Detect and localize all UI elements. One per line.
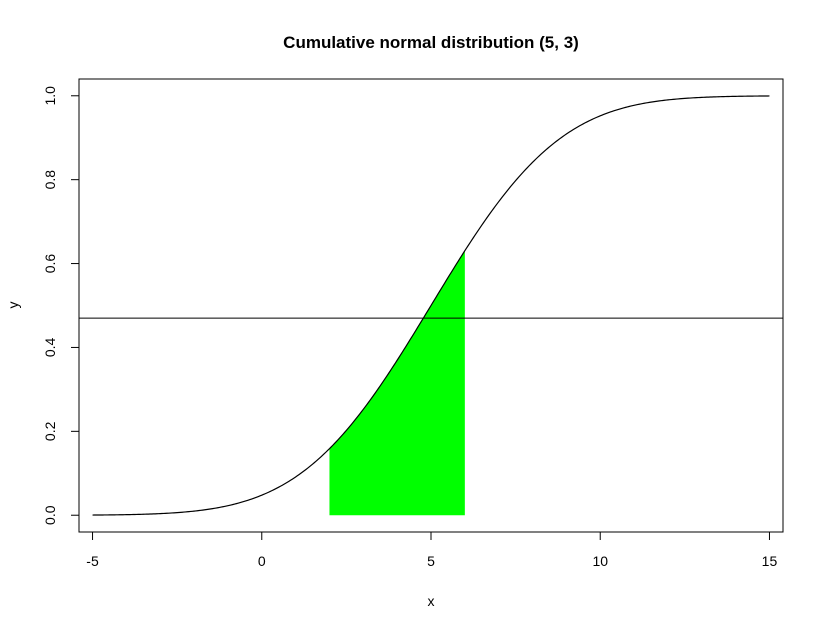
shaded-area-layer — [329, 250, 465, 516]
x-axis-label: x — [428, 593, 435, 609]
shaded-area — [329, 250, 465, 516]
y-tick-label: 0.2 — [42, 421, 58, 441]
x-tick-label: 15 — [762, 553, 778, 569]
y-tick-label: 0.6 — [42, 254, 58, 274]
y-tick-label: 0.0 — [42, 505, 58, 525]
y-axis: 0.0 0.2 0.4 0.6 0.8 1.0 — [42, 86, 80, 525]
chart-title: Cumulative normal distribution (5, 3) — [283, 33, 579, 52]
y-axis-label: y — [5, 302, 21, 309]
x-tick-label: -5 — [86, 553, 99, 569]
x-tick-label: 5 — [427, 553, 435, 569]
series-line-0 — [92, 95, 770, 516]
x-tick-label: 0 — [258, 553, 266, 569]
series-line-layer — [92, 95, 770, 516]
y-tick-label: 0.8 — [42, 170, 58, 190]
y-tick-label: 1.0 — [42, 86, 58, 106]
x-axis: -5 0 5 10 15 — [86, 531, 778, 569]
x-tick-label: 10 — [592, 553, 608, 569]
y-tick-label: 0.4 — [42, 338, 58, 358]
